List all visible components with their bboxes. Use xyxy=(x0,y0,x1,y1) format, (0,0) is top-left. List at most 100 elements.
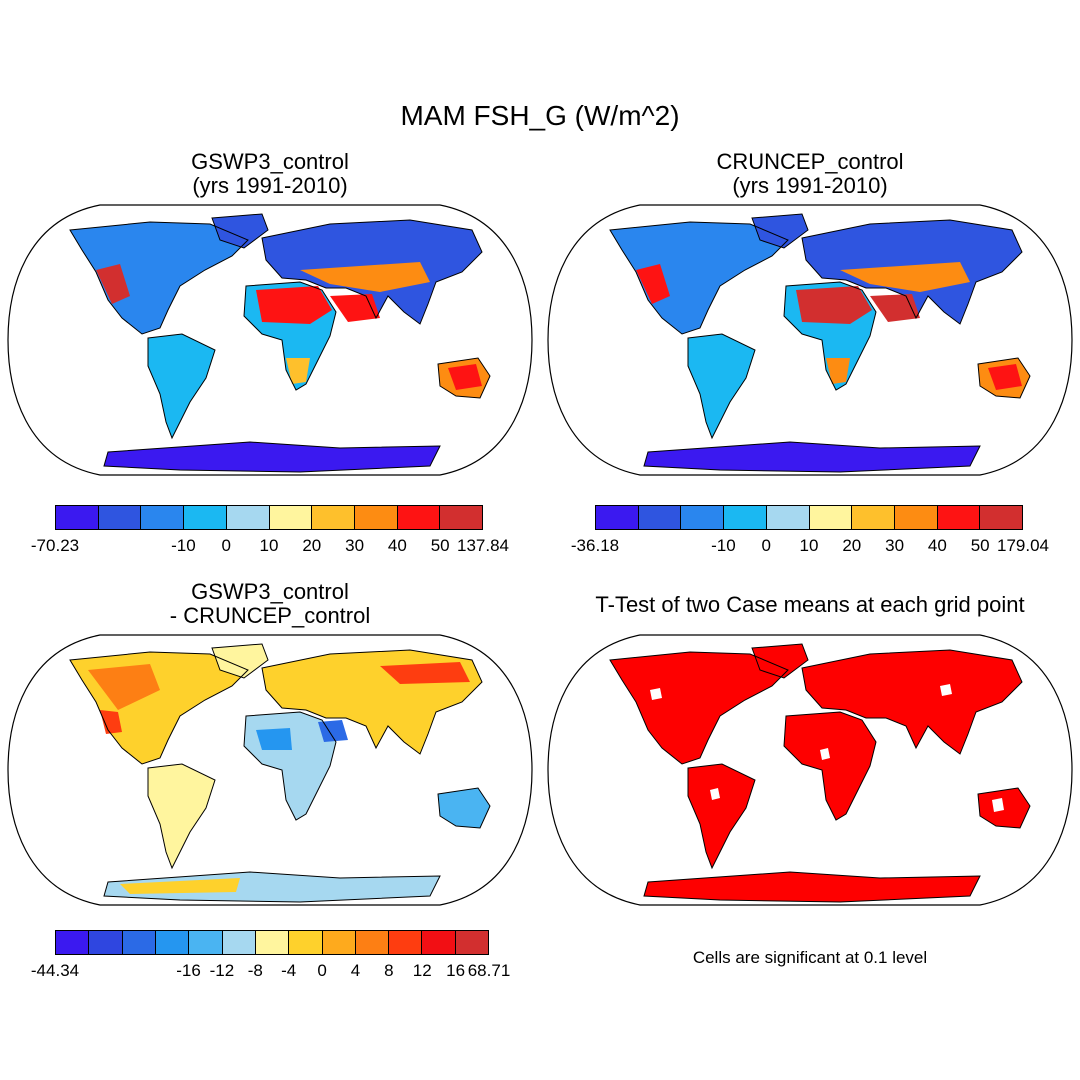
map-diff xyxy=(7,634,533,906)
coastline-greenland xyxy=(751,213,809,249)
field-patch xyxy=(992,798,1004,812)
colorbar-swatch xyxy=(440,506,483,529)
colorbar-tick-label: -12 xyxy=(209,961,235,980)
field-patch xyxy=(988,364,1022,390)
colorbar-tick-label: 40 xyxy=(927,536,947,555)
colorbar-tick-label: -70.23 xyxy=(30,536,80,555)
colorbar-swatch xyxy=(226,506,270,529)
colorbar-swatch xyxy=(389,931,423,954)
colorbar-tick-label: 179.04 xyxy=(997,536,1049,555)
colorbar-swatch xyxy=(894,506,938,529)
coastline-north-america xyxy=(609,651,789,765)
colorbar-swatch xyxy=(937,506,981,529)
field-patch xyxy=(88,664,160,710)
significance-note: Cells are significant at 0.1 level xyxy=(692,948,928,967)
field-patch xyxy=(330,294,380,322)
colorbar-tick-label: 30 xyxy=(345,536,365,555)
colorbar-tick-label: 40 xyxy=(387,536,407,555)
field-patch xyxy=(796,286,872,324)
land-antarctica xyxy=(644,442,980,472)
colorbar-tick-label: 0 xyxy=(317,961,327,980)
land-australia xyxy=(438,788,490,828)
colorbar-tick-label: 16 xyxy=(446,961,466,980)
coastline-south-america xyxy=(147,763,216,870)
field-patch xyxy=(650,688,662,700)
colorbar-swatch xyxy=(596,506,639,529)
map-ttest xyxy=(547,634,1073,906)
colorbar-swatch xyxy=(269,506,313,529)
colorbar-tick-label: 30 xyxy=(885,536,905,555)
coastline-greenland xyxy=(751,643,809,679)
field-patch xyxy=(870,294,920,322)
colorbar-swatch xyxy=(980,506,1023,529)
colorbar-tick-label: 137.84 xyxy=(457,536,509,555)
globe-border xyxy=(7,634,533,906)
field-patch xyxy=(256,728,292,750)
globe-border xyxy=(547,204,1073,476)
colorbar-tick-label: 12 xyxy=(412,961,432,980)
colorbar-tick-label: -10 xyxy=(171,536,196,555)
colorbar-swatch xyxy=(56,506,99,529)
colorbar-swatch xyxy=(98,506,142,529)
colorbar-cruncep xyxy=(595,505,1023,530)
land-antarctica xyxy=(104,442,440,472)
colorbar-tick-label: -10 xyxy=(711,536,736,555)
field-patch xyxy=(840,262,970,292)
land-greenland xyxy=(752,644,808,678)
land-australia xyxy=(978,788,1030,828)
colorbar-swatch xyxy=(56,931,90,954)
colorbar-tick-label: 0 xyxy=(221,536,231,555)
land-africa xyxy=(784,712,876,820)
land-north-america xyxy=(70,222,248,334)
panel-title-ttest: T-Test of two Case means at each grid po… xyxy=(595,592,1025,617)
coastline-greenland xyxy=(211,213,269,249)
main-title: MAM FSH_G (W/m^2) xyxy=(400,100,680,131)
land-south-america xyxy=(148,334,215,438)
coastline-africa xyxy=(783,281,877,391)
colorbar-swatch xyxy=(638,506,682,529)
coastline-africa xyxy=(783,711,877,821)
coastline-africa xyxy=(243,711,337,821)
coastline-south-america xyxy=(147,333,216,440)
colorbar-swatch xyxy=(122,931,156,954)
colorbar-swatch xyxy=(397,506,441,529)
colorbar-swatch xyxy=(809,506,853,529)
map-cruncep xyxy=(547,204,1073,476)
colorbar-swatch xyxy=(681,506,725,529)
colorbar-swatch xyxy=(141,506,185,529)
colorbar-tick-label: -44.34 xyxy=(30,961,80,980)
land-greenland xyxy=(212,644,268,678)
colorbar-swatch xyxy=(724,506,767,529)
land-south-america xyxy=(688,334,755,438)
colorbar-swatch xyxy=(255,931,290,954)
coastline-south-america xyxy=(687,333,756,440)
field-patch xyxy=(300,262,430,292)
coastline-europe-asia xyxy=(261,219,483,325)
land-south-america xyxy=(148,764,215,868)
land-europe-asia xyxy=(802,650,1022,754)
colorbar-labels-gswp3: -70.23 -10 0 10 20 30 40 50 137.84 xyxy=(31,536,509,558)
colorbar-labels-diff: -44.34 -16 -12 -8 -4 0 4 8 12 16 68.71 xyxy=(31,961,510,983)
coastline-australia xyxy=(437,357,491,399)
colorbar-swatch xyxy=(222,931,256,954)
panel-title-gswp3: GSWP3_control (yrs 1991-2010) xyxy=(191,149,349,198)
colorbar-swatch xyxy=(189,931,223,954)
coastline-greenland xyxy=(211,643,269,679)
panel-title-cruncep: CRUNCEP_control (yrs 1991-2010) xyxy=(716,149,904,198)
colorbar-swatch xyxy=(155,931,190,954)
globe-border xyxy=(547,634,1073,906)
colorbar-tick-label: 50 xyxy=(430,536,450,555)
field-patch xyxy=(286,358,310,384)
coastline-antarctica xyxy=(103,871,441,903)
field-patch xyxy=(96,264,130,304)
panel-title-diff: GSWP3_control - CRUNCEP_control xyxy=(169,579,371,628)
colorbar-swatch xyxy=(766,506,810,529)
field-patch xyxy=(826,358,850,384)
coastline-north-america xyxy=(609,221,789,335)
colorbar-diff xyxy=(55,930,489,955)
field-patch xyxy=(100,710,122,734)
colorbar-tick-label: 10 xyxy=(799,536,819,555)
colorbar-swatch xyxy=(354,506,398,529)
colorbar-swatch xyxy=(89,931,123,954)
field-patch xyxy=(820,748,830,760)
